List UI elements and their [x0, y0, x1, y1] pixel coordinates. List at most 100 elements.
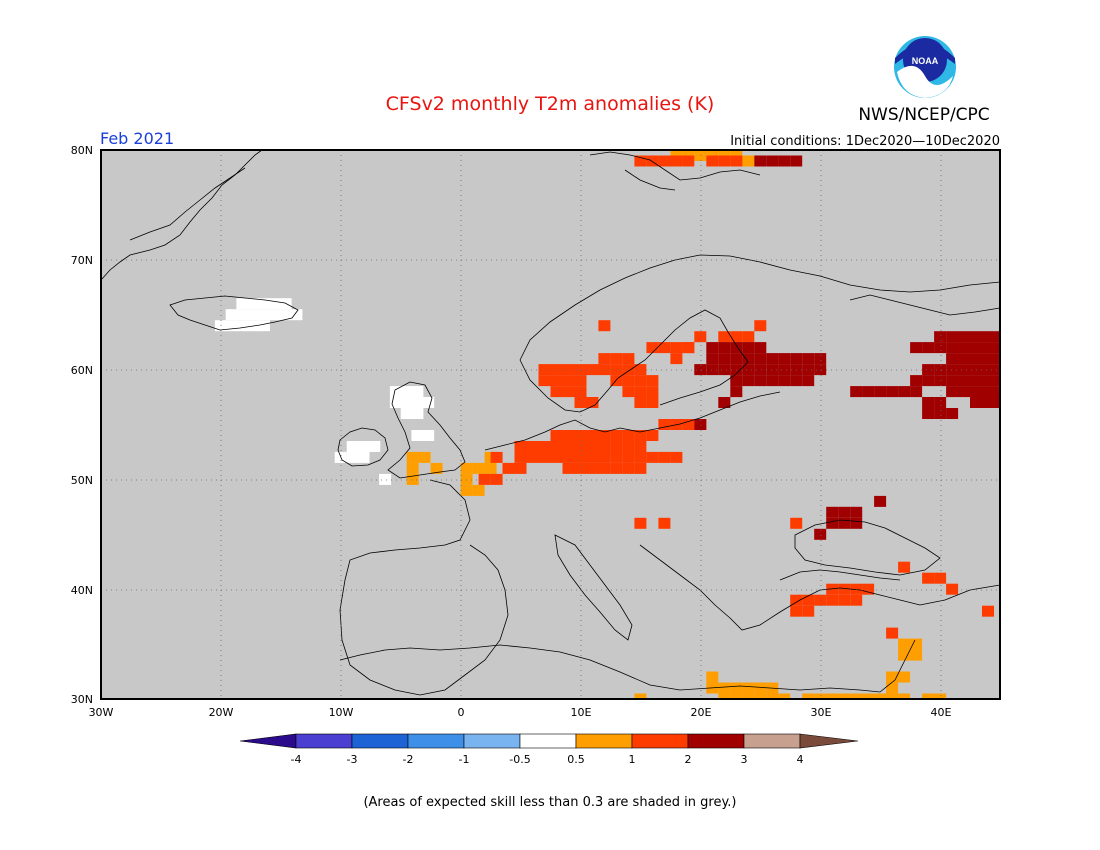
anomaly-cell	[910, 375, 923, 387]
anomaly-cell	[958, 353, 970, 365]
colorbar-arrow-low	[239, 733, 297, 749]
anomaly-cell	[934, 693, 947, 699]
anomaly-cell	[790, 155, 803, 167]
anomaly-cell	[538, 375, 551, 387]
anomaly-cell	[357, 441, 370, 452]
anomaly-cell	[754, 693, 767, 699]
anomaly-cell	[814, 364, 827, 376]
anomaly-cell	[562, 364, 575, 376]
anomaly-cell	[778, 693, 791, 699]
anomaly-cell	[622, 430, 635, 441]
agency-label: NWS/NCEP/CPC	[858, 105, 989, 125]
anomaly-cell	[958, 375, 970, 387]
anomaly-cell	[838, 583, 851, 595]
anomaly-cell	[514, 451, 527, 463]
anomaly-cell	[562, 441, 575, 452]
anomaly-cell	[562, 386, 575, 398]
anomaly-cell	[236, 298, 249, 310]
anomaly-cell	[742, 331, 755, 343]
anomaly-cell	[490, 473, 503, 485]
anomaly-cell	[922, 397, 935, 408]
anomaly-cell	[562, 375, 575, 387]
anomaly-cell	[526, 451, 539, 463]
anomaly-cell	[826, 594, 839, 606]
anomaly-cell	[622, 375, 635, 387]
anomaly-cell	[346, 441, 359, 452]
colorbar-label: -2	[403, 753, 414, 766]
anomaly-cell	[994, 342, 1000, 354]
initial-conditions: Initial conditions: 1Dec2020—10Dec2020	[730, 134, 1000, 149]
anomaly-cell	[610, 353, 623, 365]
anomaly-cell	[982, 364, 994, 376]
lat-label-40n: 40N	[71, 584, 93, 597]
anomaly-cell	[922, 342, 935, 354]
anomaly-cell	[982, 605, 994, 617]
anomaly-cell	[258, 309, 270, 321]
anomaly-cell	[682, 419, 695, 430]
anomaly-cell	[790, 353, 803, 365]
anomaly-cell	[460, 462, 473, 474]
anomaly-cell	[706, 353, 719, 365]
anomaly-cell	[898, 649, 911, 661]
anomaly-cell	[730, 155, 743, 167]
anomaly-cell	[958, 386, 970, 398]
anomaly-cell	[634, 375, 647, 387]
anomaly-cell	[538, 441, 551, 452]
anomaly-cell	[411, 397, 424, 408]
anomaly-cell	[550, 451, 563, 463]
colorbar-swatch-m3-m2	[351, 733, 409, 749]
anomaly-cell	[658, 419, 671, 430]
anomaly-cell	[634, 397, 647, 408]
anomaly-cell	[958, 331, 970, 343]
anomaly-cell	[742, 353, 755, 365]
anomaly-cell	[574, 364, 587, 376]
anomaly-cell	[411, 408, 424, 419]
anomaly-cell	[898, 671, 911, 683]
anomaly-cell	[874, 693, 887, 699]
anomaly-cell	[634, 441, 647, 452]
anomaly-cell	[754, 320, 767, 332]
anomaly-cell	[400, 397, 413, 408]
colorbar-swatch-m1-m05	[463, 733, 521, 749]
anomaly-cell	[236, 320, 249, 332]
anomaly-cell	[982, 342, 994, 354]
anomaly-cell	[970, 353, 982, 365]
anomaly-cell	[550, 375, 563, 387]
anomaly-cell	[754, 155, 767, 167]
anomaly-cell	[472, 484, 485, 496]
anomaly-cell	[422, 430, 435, 441]
anomaly-cell	[622, 441, 635, 452]
lat-label-60n: 60N	[71, 364, 93, 377]
anomaly-cell	[598, 462, 611, 474]
anomaly-cell	[898, 693, 911, 699]
anomaly-cell	[862, 386, 875, 398]
anomaly-cell	[766, 155, 779, 167]
anomaly-cell	[994, 386, 1000, 398]
anomaly-cell	[598, 364, 611, 376]
anomaly-cell	[730, 386, 743, 398]
anomaly-cell	[670, 353, 683, 365]
anomaly-cell	[982, 375, 994, 387]
colorbar-swatch-m4-m3	[295, 733, 353, 749]
anomaly-cell	[982, 331, 994, 343]
anomaly-cell	[718, 364, 731, 376]
anomaly-cell	[562, 462, 575, 474]
anomaly-cell	[574, 430, 587, 441]
anomaly-cell	[682, 342, 695, 354]
anomaly-cell	[946, 408, 959, 419]
anomaly-cell	[268, 298, 281, 310]
anomaly-cell	[550, 386, 563, 398]
anomaly-cell	[778, 375, 791, 387]
anomaly-cell	[982, 353, 994, 365]
anomaly-cell	[754, 353, 767, 365]
anomaly-cell	[934, 331, 947, 343]
anomaly-cell	[502, 462, 515, 474]
anomaly-layer	[214, 150, 1000, 699]
anomaly-cell	[850, 594, 863, 606]
map-frame	[100, 149, 1001, 700]
anomaly-cell	[898, 638, 911, 650]
anomaly-cell	[982, 397, 994, 408]
lon-label-0: 0	[458, 706, 465, 719]
anomaly-cell	[814, 353, 827, 365]
anomaly-cell	[706, 155, 719, 167]
